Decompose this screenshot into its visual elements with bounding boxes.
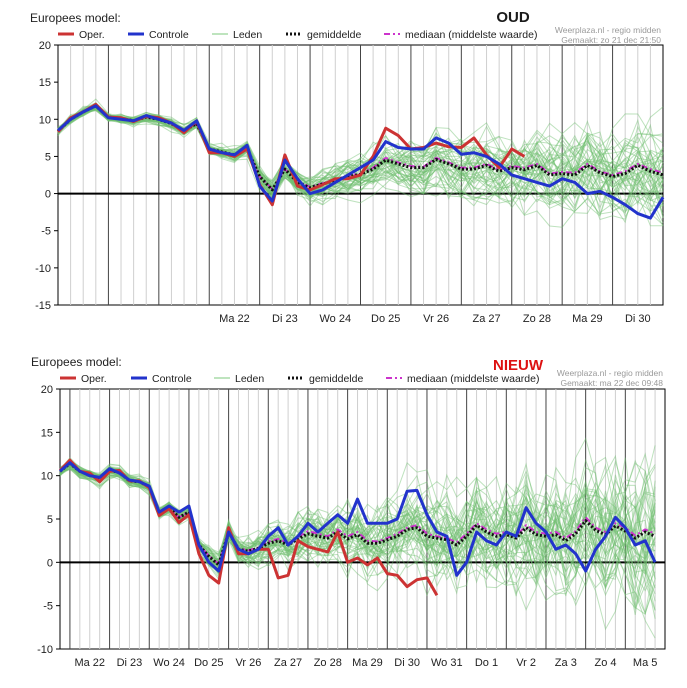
member-line xyxy=(59,462,656,575)
x-tick-label: Ma 22 xyxy=(74,657,105,669)
legend-label-leden: Leden xyxy=(233,29,262,41)
member-line xyxy=(57,103,664,201)
series-lines xyxy=(56,102,665,220)
series-gemiddelde xyxy=(59,462,656,567)
y-tick-label: -15 xyxy=(35,300,51,312)
x-tick-label: Zo 28 xyxy=(314,657,342,669)
member-line xyxy=(57,105,664,202)
x-tick-label: Zo 4 xyxy=(594,657,616,669)
chart-title: Europees model: xyxy=(31,355,122,369)
y-tick-label: 5 xyxy=(45,151,51,163)
member-line xyxy=(57,102,664,196)
member-line xyxy=(57,107,664,226)
legend-label-mediaan: mediaan (middelste waarde) xyxy=(405,29,537,41)
x-tick-label: Ma 22 xyxy=(219,313,250,325)
x-tick-label: Ma 29 xyxy=(352,657,383,669)
series-controle xyxy=(59,461,657,577)
chart-made: Gemaakt: zo 21 dec 21:50 xyxy=(561,35,661,45)
x-tick-label: Di 30 xyxy=(394,657,420,669)
x-tick-label: Vr 26 xyxy=(423,313,449,325)
x-tick-label: Vr 26 xyxy=(235,657,261,669)
y-tick-label: 10 xyxy=(39,114,51,126)
series-lines xyxy=(58,458,657,597)
member-line xyxy=(59,461,656,567)
y-tick-label: -10 xyxy=(37,644,53,656)
x-tick-label: Za 3 xyxy=(555,657,577,669)
y-tick-label: 20 xyxy=(41,384,53,396)
legend-label-oper: Oper. xyxy=(79,29,105,41)
chart-tag: NIEUW xyxy=(493,357,544,374)
y-tick-label: -5 xyxy=(43,601,53,613)
member-line xyxy=(57,108,664,200)
x-tick-label: Zo 28 xyxy=(523,313,551,325)
y-tick-label: 0 xyxy=(45,189,51,201)
vertical-gridlines xyxy=(70,45,651,305)
x-tick-label: Wo 31 xyxy=(431,657,463,669)
member-line xyxy=(59,464,656,575)
legend: Oper. Controle Leden gemiddelde mediaan (mid… xyxy=(58,29,537,41)
horizontal-gridlines xyxy=(54,44,663,306)
member-line xyxy=(57,108,664,209)
member-line xyxy=(57,106,664,214)
legend-label-gemiddelde: gemiddelde xyxy=(307,29,361,41)
legend-label-controle: Controle xyxy=(149,29,189,41)
x-tick-label: Wo 24 xyxy=(319,313,351,325)
member-line xyxy=(59,467,656,615)
member-line xyxy=(57,104,664,207)
chart-source: Weerplaza.nl - regio midden xyxy=(555,25,661,35)
member-line xyxy=(57,104,664,209)
x-tick-label: Za 27 xyxy=(472,313,500,325)
member-line xyxy=(59,464,656,571)
y-tick-label: -5 xyxy=(41,226,51,238)
legend: Oper. Controle Leden gemiddelde mediaan (mid… xyxy=(60,373,539,385)
y-tick-label: 15 xyxy=(39,77,51,89)
series-controle xyxy=(57,104,665,220)
member-line xyxy=(57,108,664,215)
y-tick-label: -10 xyxy=(35,263,51,275)
x-tick-label: Di 23 xyxy=(272,313,298,325)
legend-label-gemiddelde: gemiddelde xyxy=(309,373,363,385)
chart-title: Europees model: xyxy=(30,11,121,25)
legend-label-leden: Leden xyxy=(235,373,264,385)
x-tick-label: Ma 5 xyxy=(633,657,657,669)
y-tick-label: 5 xyxy=(47,514,53,526)
chart-oud: Europees model: OUD Weerplaza.nl - regio… xyxy=(30,9,665,325)
x-tick-label: Do 25 xyxy=(371,313,400,325)
x-tick-label: Do 1 xyxy=(475,657,498,669)
legend-label-mediaan: mediaan (middelste waarde) xyxy=(407,373,539,385)
member-line xyxy=(57,104,664,204)
plot-area xyxy=(59,388,666,650)
chart-source: Weerplaza.nl - regio midden xyxy=(557,368,663,378)
chart-made: Gemaakt: ma 22 dec 09:48 xyxy=(560,378,663,388)
member-line xyxy=(57,106,664,216)
y-tick-label: 0 xyxy=(47,557,53,569)
x-tick-label: Di 30 xyxy=(625,313,651,325)
member-line xyxy=(57,108,664,198)
x-tick-label: Vr 2 xyxy=(516,657,536,669)
y-tick-label: 20 xyxy=(39,40,51,52)
x-tick-label: Di 23 xyxy=(117,657,143,669)
x-tick-label: Do 25 xyxy=(194,657,223,669)
member-line xyxy=(57,108,664,206)
x-tick-label: Wo 24 xyxy=(153,657,185,669)
y-tick-labels: 20 15 10 5 0 -5 -10 -15 xyxy=(35,40,51,312)
x-tick-label: Ma 29 xyxy=(572,313,603,325)
legend-label-oper: Oper. xyxy=(81,373,107,385)
x-tick-labels: Ma 22 Di 23 Wo 24 Do 25 Vr 26 Za 27 Zo 28 Ma 29… xyxy=(74,657,657,669)
y-tick-label: 10 xyxy=(41,471,53,483)
chart-nieuw: Europees model: NIEUW Weerplaza.nl - reg… xyxy=(31,355,666,669)
legend-label-controle: Controle xyxy=(152,373,192,385)
x-tick-labels: Ma 22 Di 23 Wo 24 Do 25 Vr 26 Za 27 Zo 28 Ma 29… xyxy=(219,313,650,325)
member-line xyxy=(57,103,664,227)
y-tick-label: 15 xyxy=(41,427,53,439)
y-tick-labels: 20 15 10 5 0 -5 -10 xyxy=(37,384,53,656)
x-tick-label: Za 27 xyxy=(274,657,302,669)
chart-tag: OUD xyxy=(496,9,530,26)
